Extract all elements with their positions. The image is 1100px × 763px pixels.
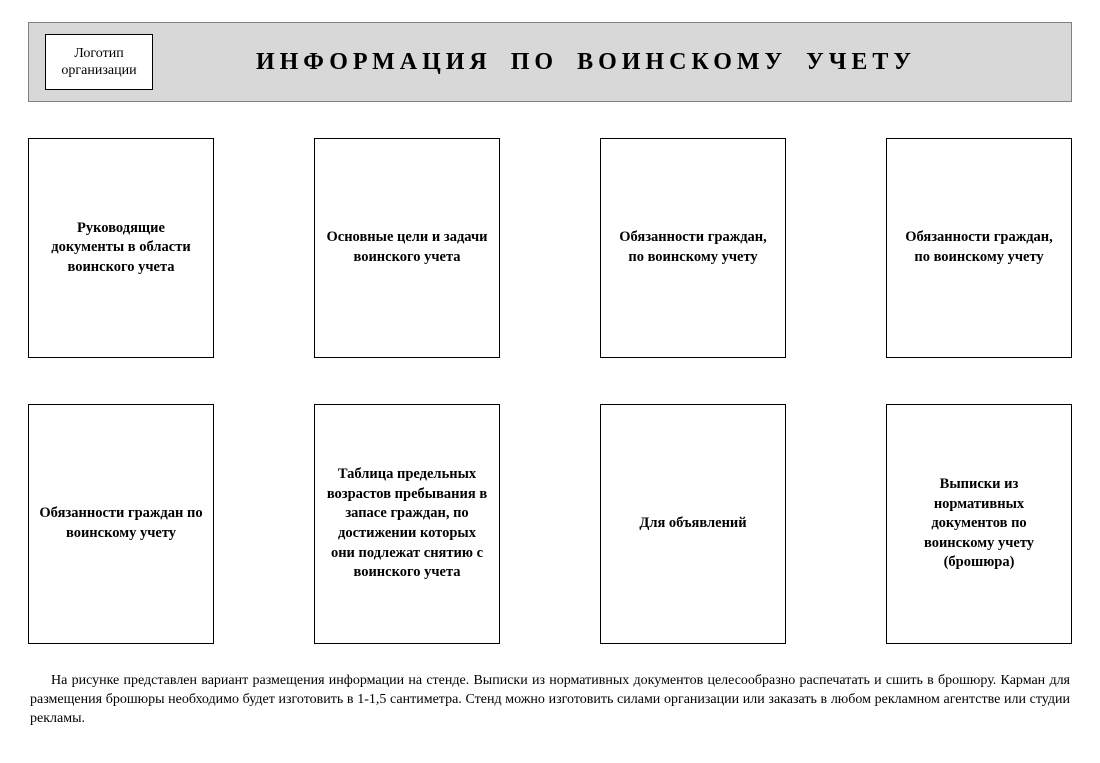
card-label: Для объявлений [639, 514, 746, 534]
card-main-goals: Основные цели и задачи воинского учета [314, 138, 500, 358]
card-brochure-excerpts: Выписки из нормативных документов по вои… [886, 404, 1072, 644]
card-citizen-duties-1: Обязанности граждан, по воинскому учету [600, 138, 786, 358]
card-announcements: Для объявлений [600, 404, 786, 644]
card-guiding-documents: Руководящие документы в области воинског… [28, 138, 214, 358]
card-label: Руководящие документы в области воинског… [39, 219, 203, 278]
logo-label: Логотип организации [46, 45, 152, 80]
card-label: Основные цели и задачи воинского учета [325, 228, 489, 267]
card-citizen-duties-2: Обязанности граждан, по воинскому учету [886, 138, 1072, 358]
card-label: Обязанности граждан, по воинскому учету [897, 228, 1061, 267]
card-age-table: Таблица предельных возрастов пребывания … [314, 404, 500, 644]
card-label: Обязанности граждан по воинскому учету [39, 504, 203, 543]
card-label: Обязанности граждан, по воинскому учету [611, 228, 775, 267]
header-bar: Логотип организации ИНФОРМАЦИЯ ПО ВОИНСК… [28, 22, 1072, 102]
card-citizen-duties-3: Обязанности граждан по воинскому учету [28, 404, 214, 644]
card-label: Таблица предельных возрастов пребывания … [325, 465, 489, 582]
cards-grid: Руководящие документы в области воинског… [28, 138, 1072, 644]
logo-placeholder: Логотип организации [45, 34, 153, 90]
card-label: Выписки из нормативных документов по вои… [897, 475, 1061, 573]
page-title: ИНФОРМАЦИЯ ПО ВОИНСКОМУ УЧЕТУ [177, 49, 1055, 76]
caption-text: На рисунке представлен вариант размещени… [28, 672, 1072, 729]
